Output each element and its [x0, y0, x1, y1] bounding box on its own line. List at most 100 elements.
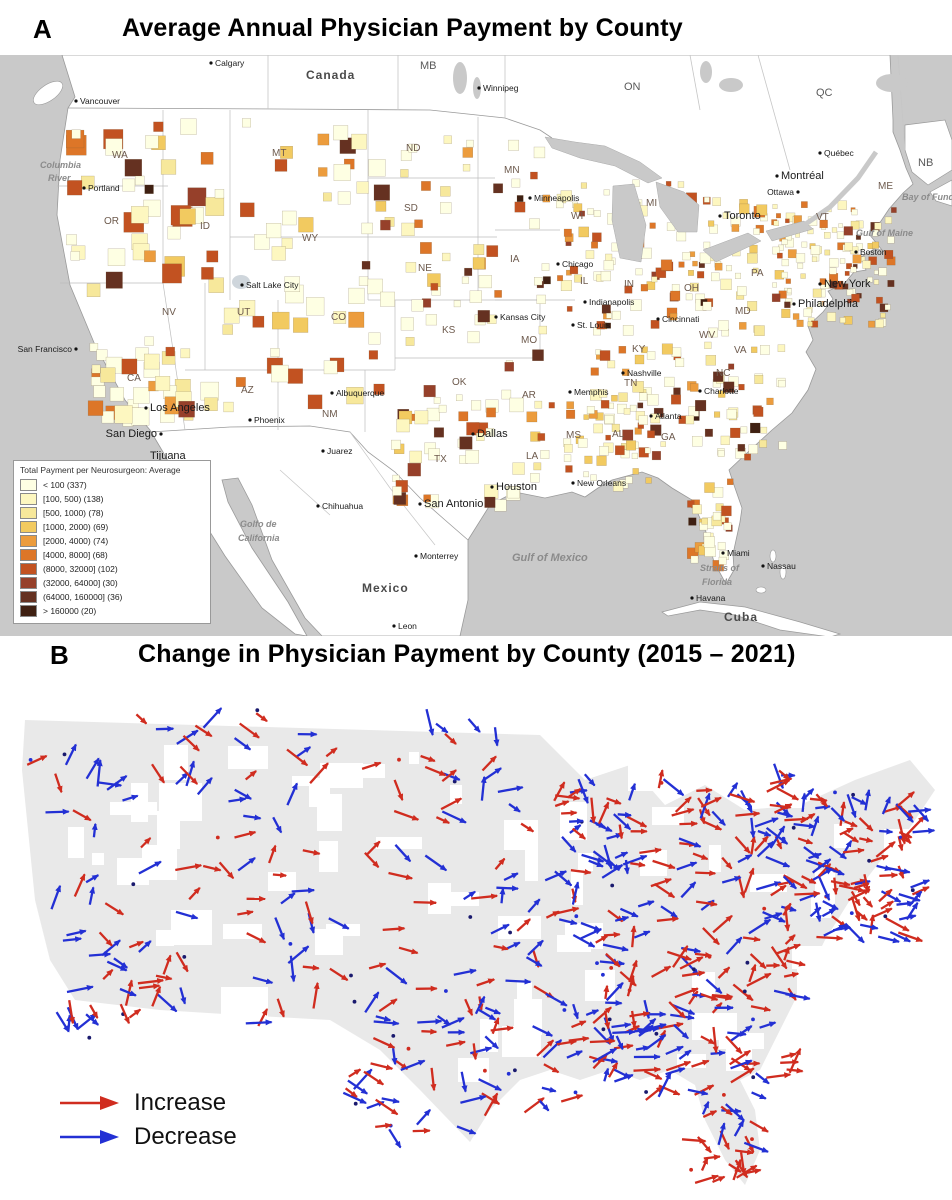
county: [872, 241, 880, 249]
decrease-arrow: [122, 794, 139, 802]
county: [590, 474, 597, 481]
silhouette-hole: [814, 1063, 851, 1095]
county: [270, 348, 280, 358]
county: [600, 400, 610, 409]
county: [461, 276, 469, 284]
increase-arrow: [276, 998, 285, 1018]
country-label: Mexico: [362, 581, 409, 595]
city-label: Havana: [696, 593, 726, 603]
decrease-arrow: [601, 864, 624, 879]
increase-arrow: [361, 761, 382, 770]
decrease-arrow: [913, 804, 930, 822]
county: [844, 242, 853, 251]
city-dot: [796, 190, 800, 194]
county: [612, 310, 621, 320]
legend-entry-label: [500, 1000) (78): [43, 508, 104, 518]
increase-arrow: [656, 916, 680, 923]
increase-arrow: [398, 946, 419, 955]
county: [373, 383, 385, 395]
county: [622, 429, 634, 441]
county: [660, 259, 673, 271]
county: [530, 171, 538, 180]
county: [766, 397, 774, 406]
county: [109, 387, 124, 402]
decrease-dot: [742, 989, 747, 994]
county: [530, 473, 540, 483]
county: [144, 336, 154, 346]
increase-arrow: [878, 888, 893, 903]
county: [586, 406, 595, 414]
county: [333, 311, 347, 324]
change-legend: Increase Decrease: [58, 1086, 237, 1154]
county: [753, 406, 764, 417]
increase-arrow: [378, 998, 398, 1013]
decrease-arrow: [342, 1091, 367, 1105]
increase-arrow: [696, 787, 713, 794]
canada-lake: [719, 78, 743, 92]
city-label: Portland: [88, 183, 120, 193]
county: [540, 450, 550, 459]
silhouette-hole: [428, 883, 451, 914]
increase-arrow: [382, 925, 406, 932]
county: [720, 278, 732, 291]
county: [426, 407, 441, 422]
county: [876, 296, 883, 304]
increase-arrow: [850, 890, 861, 907]
county: [726, 409, 737, 420]
legend-entry-label: (64000, 160000] (36): [43, 592, 123, 602]
county: [728, 363, 735, 370]
decrease-arrow: [85, 874, 100, 884]
county: [704, 341, 712, 349]
increase-arrow: [309, 762, 329, 784]
county: [443, 135, 452, 144]
decrease-arrow: [851, 796, 868, 806]
increase-arrow: [794, 890, 821, 897]
water-label: Golfo de: [240, 519, 277, 529]
legend-swatch: [20, 521, 37, 533]
county: [596, 321, 605, 330]
silhouette-hole: [317, 794, 342, 831]
silhouette-hole: [803, 1032, 828, 1054]
county: [187, 187, 207, 207]
county: [702, 301, 712, 311]
decrease-arrow: [605, 999, 623, 1006]
county: [512, 462, 525, 475]
county: [307, 394, 323, 410]
county: [744, 453, 752, 461]
city-label: Dallas: [477, 428, 508, 440]
county: [781, 259, 789, 267]
county: [623, 408, 631, 415]
increase-arrow: [302, 964, 320, 971]
decrease-arrow: [252, 976, 274, 985]
decrease-arrow: [877, 935, 900, 944]
decrease-arrow: [328, 917, 350, 930]
increase-arrow: [412, 1127, 431, 1134]
city-label: Chicago: [562, 259, 593, 269]
decrease-arrow: [638, 1017, 657, 1035]
decrease-arrow: [743, 1141, 769, 1153]
decrease-arrow: [603, 1067, 610, 1082]
increase-arrow: [674, 796, 692, 813]
increase-dot: [182, 955, 187, 959]
increase-arrow: [570, 868, 592, 875]
decrease-arrow: [751, 1091, 767, 1100]
county: [501, 389, 512, 400]
decrease-arrow: [196, 777, 213, 796]
city-label: Toronto: [724, 210, 761, 222]
increase-arrow: [700, 993, 719, 1001]
state-label: NC: [716, 368, 730, 379]
bahamas-island: [769, 549, 777, 563]
county: [484, 496, 496, 508]
increase-dot: [397, 757, 401, 762]
county: [673, 387, 681, 395]
decrease-arrow: [678, 837, 702, 848]
bahamas-island: [779, 564, 787, 580]
decrease-arrow: [665, 1045, 684, 1056]
state-label: MT: [272, 148, 286, 159]
decrease-arrow: [765, 855, 791, 868]
county: [467, 331, 480, 344]
county: [796, 319, 804, 327]
city-label: Ottawa: [767, 187, 794, 197]
increase-arrow: [872, 907, 893, 919]
decrease-arrow: [701, 1100, 710, 1115]
